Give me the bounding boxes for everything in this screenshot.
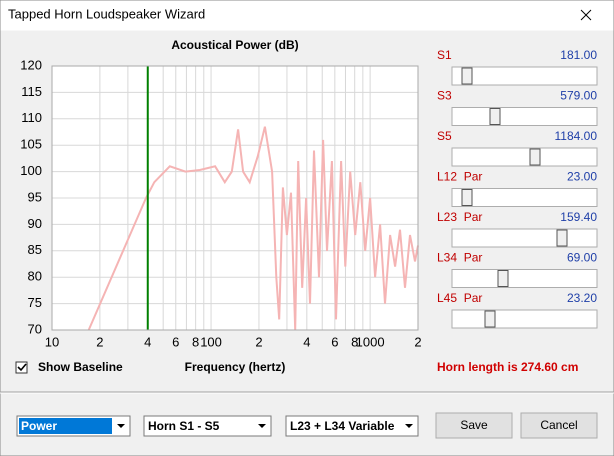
dropdown-arrow [258, 424, 266, 428]
dropdown-arrow [117, 424, 125, 428]
y-tick-label: 110 [21, 110, 42, 125]
slider-label: S1 [437, 48, 452, 62]
x-tick-label: 8 [351, 334, 358, 349]
dropdown-text: Power [21, 419, 57, 433]
slider-value: 159.40 [560, 210, 597, 224]
dropdown-text: Horn S1 - S5 [148, 419, 220, 433]
slider-track[interactable] [451, 107, 598, 126]
slider-track[interactable] [451, 188, 598, 207]
x-tick-label: 6 [172, 334, 179, 349]
slider-thumb[interactable] [556, 229, 568, 247]
slider-track[interactable] [451, 309, 598, 329]
slider-thumb[interactable] [484, 310, 496, 328]
slider-value: 23.20 [567, 291, 597, 305]
button[interactable] [435, 412, 513, 439]
button-label: Save [460, 418, 488, 432]
slider-value: 1184.00 [555, 129, 598, 143]
x-tick-label: 1000 [356, 334, 385, 349]
slider-value: 23.00 [567, 170, 597, 184]
slider-label: S3 [437, 89, 452, 103]
slider-track[interactable] [451, 66, 598, 86]
x-tick-label: 2 [255, 334, 262, 349]
y-tick-label: 85 [28, 242, 42, 257]
dropdown[interactable] [143, 415, 272, 437]
y-tick-label: 105 [20, 137, 42, 152]
y-tick-label: 75 [28, 295, 42, 310]
dropdown[interactable] [285, 415, 419, 437]
y-tick-label: 120 [20, 57, 42, 72]
y-tick-label: 90 [28, 216, 42, 231]
chart-title: Acoustical Power (dB) [171, 38, 298, 52]
status-text: Horn length is 274.60 cm [437, 360, 578, 374]
slider-value: 69.00 [567, 251, 597, 265]
dropdown-arrow [405, 424, 413, 428]
button-label: Cancel [540, 418, 577, 432]
window-title: Tapped Horn Loudspeaker Wizard [8, 6, 205, 21]
dropdown-selection [19, 418, 112, 434]
x-tick-label: 100 [200, 334, 222, 349]
slider-label: L12 Par [437, 170, 482, 184]
x-tick-label: 6 [331, 334, 338, 349]
x-tick-label: 4 [303, 334, 310, 349]
slider-thumb[interactable] [461, 67, 473, 85]
slider-label: L23 Par [437, 210, 482, 224]
checkmark [17, 363, 27, 372]
plot-frame [51, 65, 419, 331]
slider-track[interactable] [451, 269, 598, 288]
close-button[interactable] [580, 9, 592, 21]
checkbox-label[interactable]: Show Baseline [38, 360, 123, 374]
slider-thumb[interactable] [489, 108, 501, 125]
button[interactable] [520, 412, 598, 439]
y-tick-label: 70 [28, 321, 42, 336]
slider-label: S5 [437, 129, 452, 143]
x-axis-label: Frequency (hertz) [185, 360, 286, 374]
y-tick-label: 95 [28, 189, 42, 204]
response-curve [87, 126, 419, 331]
x-tick-label: 4 [144, 334, 151, 349]
x-tick-label: 2 [414, 334, 421, 349]
dropdown-text: L23 + L34 Variable [290, 419, 395, 433]
x-tick-label: 8 [192, 334, 199, 349]
slider-thumb[interactable] [529, 148, 541, 166]
y-tick-label: 80 [28, 269, 42, 284]
slider-label: L45 Par [437, 291, 482, 305]
slider-track[interactable] [451, 147, 598, 167]
x-tick-label: 2 [96, 334, 103, 349]
slider-label: L34 Par [437, 251, 482, 265]
title-bar [0, 0, 614, 31]
x-tick-label: 10 [45, 334, 59, 349]
slider-track[interactable] [451, 228, 598, 248]
checkbox[interactable] [15, 361, 28, 374]
y-tick-label: 115 [21, 84, 42, 99]
slider-thumb[interactable] [461, 189, 473, 206]
slider-value: 579.00 [560, 89, 597, 103]
slider-value: 181.00 [560, 48, 597, 62]
y-tick-label: 100 [20, 163, 42, 178]
slider-thumb[interactable] [497, 270, 509, 287]
